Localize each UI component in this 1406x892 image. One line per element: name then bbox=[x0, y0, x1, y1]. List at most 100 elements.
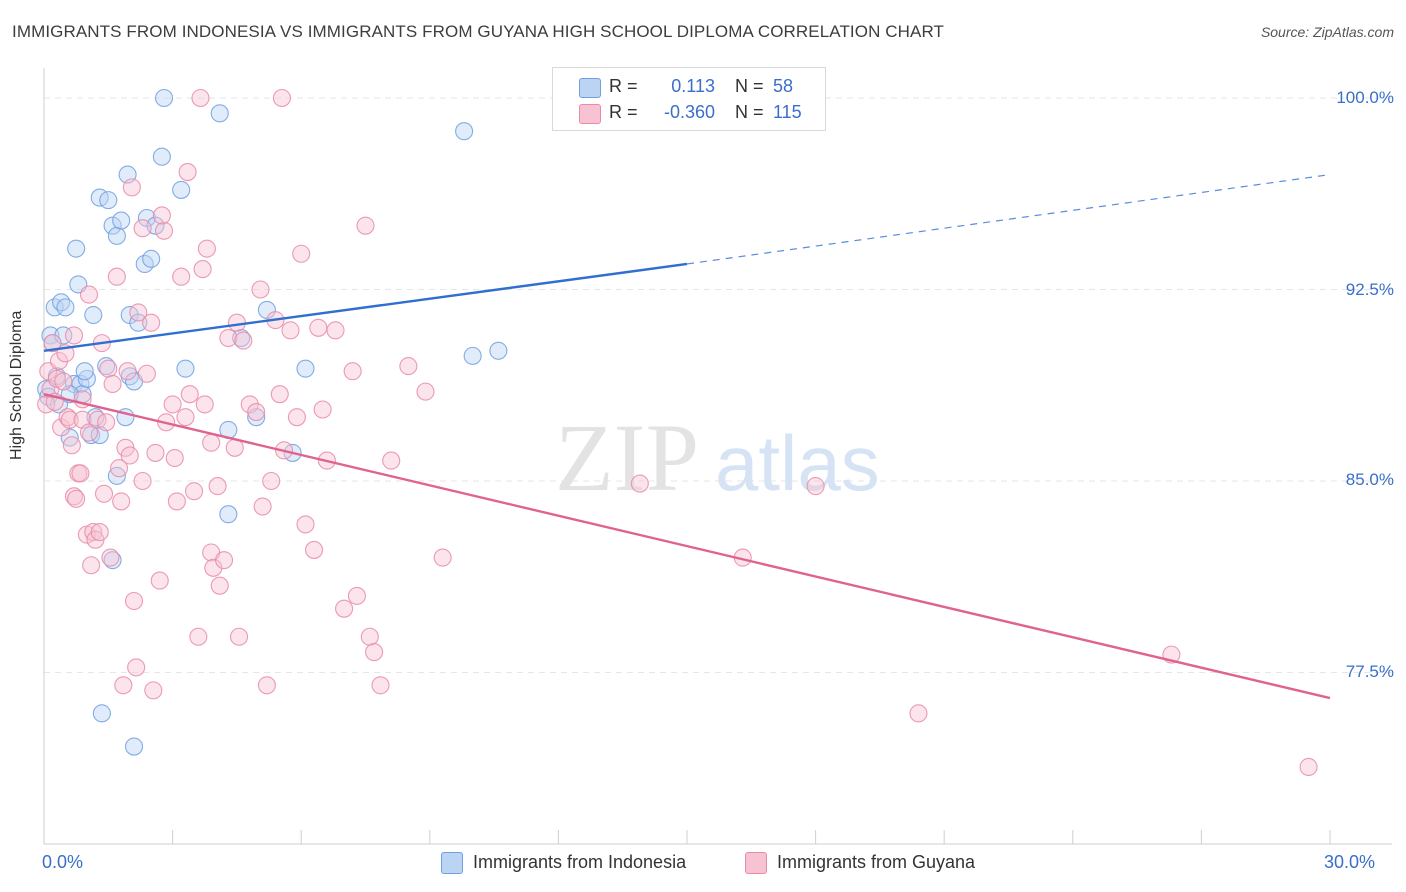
y-tick-label: 77.5% bbox=[1345, 662, 1394, 681]
series-label-guyana: Immigrants from Guyana bbox=[777, 852, 976, 872]
trend-line-indonesia bbox=[43, 262, 688, 352]
legend-row-indonesia: R = 0.113 N = 58 bbox=[553, 76, 825, 102]
trend-line-indonesia-extension bbox=[686, 174, 1331, 265]
point-guyana bbox=[240, 395, 259, 414]
point-guyana bbox=[1299, 757, 1318, 777]
point-guyana bbox=[270, 385, 289, 404]
point-guyana bbox=[326, 321, 345, 340]
point-guyana bbox=[356, 216, 375, 235]
point-guyana bbox=[433, 548, 452, 567]
x-tick-label-end: 30.0% bbox=[1324, 852, 1376, 872]
point-guyana bbox=[313, 400, 332, 419]
point-guyana bbox=[99, 359, 118, 378]
point-guyana bbox=[142, 313, 161, 332]
point-guyana bbox=[64, 326, 84, 345]
point-guyana bbox=[909, 704, 928, 723]
point-guyana bbox=[234, 331, 253, 350]
point-indonesia bbox=[112, 211, 131, 230]
point-indonesia bbox=[84, 305, 103, 325]
point-guyana bbox=[103, 374, 122, 394]
point-guyana bbox=[107, 267, 126, 286]
point-guyana bbox=[227, 313, 246, 332]
point-guyana bbox=[79, 423, 99, 442]
point-indonesia bbox=[97, 357, 116, 376]
point-guyana bbox=[287, 408, 306, 427]
watermark: ZIP atlas bbox=[555, 404, 880, 511]
point-guyana bbox=[122, 178, 141, 197]
trend-line-guyana bbox=[43, 393, 1331, 700]
point-guyana bbox=[178, 162, 197, 182]
point-indonesia bbox=[92, 704, 111, 723]
point-guyana bbox=[180, 385, 199, 404]
point-guyana bbox=[347, 586, 366, 605]
legend-r-value: 0.113 bbox=[671, 76, 715, 96]
series-label-indonesia: Immigrants from Indonesia bbox=[473, 852, 687, 872]
point-guyana bbox=[251, 280, 270, 299]
point-indonesia bbox=[103, 551, 122, 570]
watermark-atlas: atlas bbox=[715, 419, 880, 507]
point-guyana bbox=[189, 627, 208, 646]
point-guyana bbox=[150, 571, 169, 590]
point-guyana bbox=[272, 88, 291, 108]
point-indonesia bbox=[154, 88, 174, 108]
point-indonesia bbox=[67, 239, 86, 258]
point-guyana bbox=[210, 576, 229, 595]
point-guyana bbox=[90, 523, 109, 542]
point-indonesia bbox=[103, 216, 122, 235]
point-guyana bbox=[176, 408, 195, 427]
point-guyana bbox=[214, 551, 234, 570]
point-indonesia bbox=[142, 249, 161, 268]
point-guyana bbox=[127, 658, 146, 677]
point-guyana bbox=[152, 206, 171, 225]
point-guyana bbox=[165, 448, 184, 468]
point-indonesia bbox=[463, 346, 482, 365]
point-guyana bbox=[64, 487, 84, 506]
point-guyana bbox=[109, 459, 129, 478]
point-guyana bbox=[163, 395, 182, 414]
point-indonesia bbox=[172, 180, 191, 199]
point-indonesia bbox=[124, 737, 144, 756]
series-swatch-guyana bbox=[745, 852, 767, 874]
point-guyana bbox=[54, 372, 73, 391]
point-guyana bbox=[416, 382, 435, 401]
point-guyana bbox=[60, 410, 79, 429]
chart-title: IMMIGRANTS FROM INDONESIA VS IMMIGRANTS … bbox=[12, 22, 945, 41]
point-guyana bbox=[309, 318, 328, 337]
point-indonesia bbox=[176, 359, 195, 378]
point-guyana bbox=[382, 451, 401, 470]
point-guyana bbox=[229, 627, 249, 646]
point-guyana bbox=[84, 523, 103, 542]
point-guyana bbox=[120, 446, 139, 465]
data-points bbox=[37, 88, 1318, 777]
y-tick-label: 100.0% bbox=[1336, 88, 1394, 107]
point-guyana bbox=[630, 474, 649, 493]
legend-row-guyana: R = -0.360 N = 115 bbox=[553, 102, 825, 128]
point-guyana bbox=[257, 676, 276, 695]
point-guyana bbox=[71, 464, 90, 483]
point-guyana bbox=[360, 627, 379, 646]
point-guyana bbox=[118, 362, 137, 381]
point-guyana bbox=[806, 477, 825, 496]
point-guyana bbox=[129, 303, 148, 322]
point-guyana bbox=[262, 471, 281, 491]
point-indonesia bbox=[129, 313, 148, 332]
series-swatch-indonesia bbox=[441, 852, 463, 874]
point-guyana bbox=[124, 591, 144, 611]
point-indonesia bbox=[152, 147, 171, 166]
point-guyana bbox=[305, 540, 324, 559]
point-guyana bbox=[114, 676, 133, 695]
point-guyana bbox=[184, 482, 204, 501]
point-indonesia bbox=[77, 369, 96, 388]
point-guyana bbox=[79, 285, 99, 304]
y-tick-label: 85.0% bbox=[1345, 470, 1394, 489]
point-guyana bbox=[202, 433, 221, 452]
point-guyana bbox=[146, 443, 165, 462]
point-guyana bbox=[58, 408, 77, 427]
point-indonesia bbox=[41, 326, 60, 345]
gridlines bbox=[44, 97, 1392, 673]
point-guyana bbox=[133, 219, 152, 238]
legend-r-label: R = bbox=[609, 102, 638, 122]
y-tick-label: 92.5% bbox=[1345, 280, 1394, 299]
point-guyana bbox=[67, 489, 86, 508]
point-guyana bbox=[101, 548, 120, 567]
